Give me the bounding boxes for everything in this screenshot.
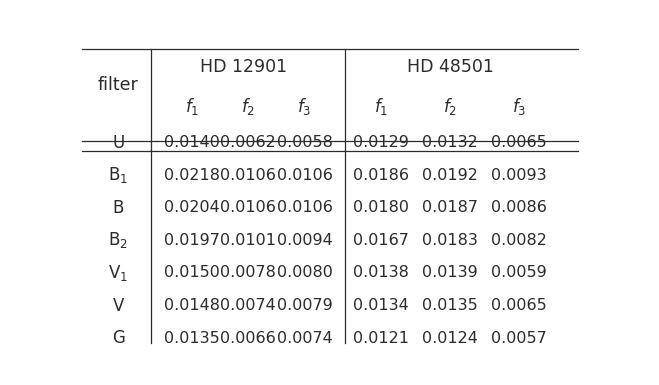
- Text: 0.0197: 0.0197: [164, 233, 220, 248]
- Text: 0.0106: 0.0106: [277, 200, 333, 215]
- Text: 0.0074: 0.0074: [277, 331, 332, 346]
- Text: 0.0106: 0.0106: [277, 167, 333, 182]
- Text: 0.0062: 0.0062: [221, 135, 276, 150]
- Text: 0.0204: 0.0204: [164, 200, 220, 215]
- Text: 0.0057: 0.0057: [491, 331, 547, 346]
- Text: B$_1$: B$_1$: [108, 165, 128, 185]
- Text: 0.0134: 0.0134: [353, 298, 409, 313]
- Text: 0.0078: 0.0078: [220, 266, 276, 281]
- Text: 0.0183: 0.0183: [422, 233, 478, 248]
- Text: 0.0059: 0.0059: [491, 266, 547, 281]
- Text: 0.0065: 0.0065: [491, 298, 547, 313]
- Text: V$_1$: V$_1$: [108, 263, 128, 283]
- Text: 0.0140: 0.0140: [164, 135, 220, 150]
- Text: 0.0074: 0.0074: [221, 298, 276, 313]
- Text: 0.0186: 0.0186: [353, 167, 409, 182]
- Text: $f_3$: $f_3$: [297, 97, 312, 117]
- Text: 0.0106: 0.0106: [220, 200, 276, 215]
- Text: G: G: [111, 329, 125, 347]
- Text: 0.0094: 0.0094: [277, 233, 332, 248]
- Text: 0.0093: 0.0093: [491, 167, 547, 182]
- Text: 0.0192: 0.0192: [422, 167, 478, 182]
- Text: 0.0082: 0.0082: [491, 233, 547, 248]
- Text: 0.0101: 0.0101: [220, 233, 276, 248]
- Text: HD 12901: HD 12901: [200, 58, 287, 76]
- Text: 0.0135: 0.0135: [164, 331, 220, 346]
- Text: 0.0132: 0.0132: [422, 135, 478, 150]
- Text: 0.0079: 0.0079: [277, 298, 332, 313]
- Text: 0.0167: 0.0167: [353, 233, 409, 248]
- Text: filter: filter: [98, 76, 138, 94]
- Text: $f_1$: $f_1$: [185, 97, 199, 117]
- Text: 0.0150: 0.0150: [164, 266, 220, 281]
- Text: $f_1$: $f_1$: [374, 97, 388, 117]
- Text: HD 48501: HD 48501: [407, 58, 494, 76]
- Text: 0.0148: 0.0148: [164, 298, 220, 313]
- Text: 0.0065: 0.0065: [491, 135, 547, 150]
- Text: 0.0218: 0.0218: [164, 167, 220, 182]
- Text: U: U: [112, 134, 125, 152]
- Text: 0.0066: 0.0066: [221, 331, 276, 346]
- Text: 0.0139: 0.0139: [422, 266, 478, 281]
- Text: B$_2$: B$_2$: [108, 230, 128, 250]
- Text: 0.0129: 0.0129: [353, 135, 409, 150]
- Text: 0.0080: 0.0080: [277, 266, 333, 281]
- Text: 0.0121: 0.0121: [353, 331, 409, 346]
- Text: $f_2$: $f_2$: [443, 97, 457, 117]
- Text: 0.0058: 0.0058: [277, 135, 333, 150]
- Text: 0.0180: 0.0180: [353, 200, 409, 215]
- Text: B: B: [113, 199, 124, 217]
- Text: 0.0124: 0.0124: [422, 331, 478, 346]
- Text: 0.0135: 0.0135: [422, 298, 478, 313]
- Text: 0.0187: 0.0187: [422, 200, 478, 215]
- Text: V: V: [113, 296, 124, 315]
- Text: 0.0106: 0.0106: [220, 167, 276, 182]
- Text: 0.0138: 0.0138: [353, 266, 409, 281]
- Text: 0.0086: 0.0086: [491, 200, 547, 215]
- Text: $f_3$: $f_3$: [512, 97, 527, 117]
- Text: $f_2$: $f_2$: [241, 97, 256, 117]
